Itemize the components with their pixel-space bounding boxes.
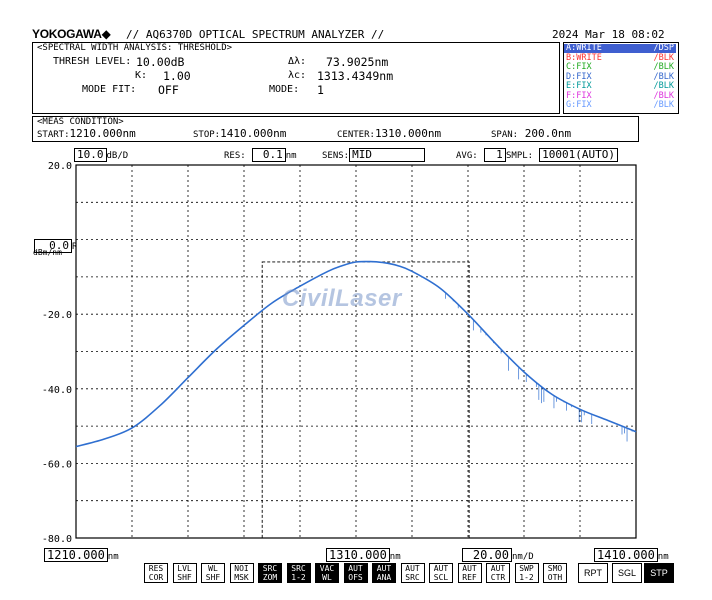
sens-value[interactable]: MID [349, 148, 426, 162]
span-value: 200.0nm [524, 127, 572, 140]
scale-value[interactable]: 10.0 [74, 148, 107, 162]
trace-item[interactable]: F:FIX/BLK [564, 90, 676, 101]
center-lambda-label: λc: [288, 70, 307, 81]
k-label: K: [135, 70, 148, 81]
trace-state: /BLK [653, 52, 674, 63]
softkey-button[interactable]: NOI MSK [229, 563, 254, 583]
sweep-mode-button[interactable]: SGL [612, 563, 642, 583]
delta-lambda-label: Δλ: [288, 56, 307, 67]
mode-label: MODE: [269, 84, 300, 95]
watermark: CivilLaser [282, 285, 402, 312]
brand-logo: YOKOGAWA◆ [32, 27, 111, 41]
softkey-button[interactable]: WL SHF [201, 563, 225, 583]
start-value: 1210.000nm [69, 127, 136, 140]
softkey-button[interactable]: AUT ANA [372, 563, 396, 583]
softkey-button[interactable]: AUT CTR [486, 563, 510, 583]
y-tick-label: -60.0 [42, 459, 72, 470]
softkey-button[interactable]: AUT SRC [400, 563, 425, 583]
trace-state: /DSP [653, 43, 674, 53]
ref-value[interactable]: 0.0 [34, 239, 72, 253]
y-tick-label: -20.0 [42, 310, 72, 321]
trace-state: /BLK [653, 100, 674, 110]
trace-name: C:FIX [566, 62, 592, 72]
trace-name: E:FIX [566, 81, 592, 91]
smpl-label: SMPL: [506, 151, 534, 161]
avg-value[interactable]: 1 [483, 148, 506, 162]
sweep-mode-button[interactable]: RPT [578, 563, 608, 583]
trace-item[interactable]: B:WRITE/BLK [564, 52, 676, 63]
trace-name: A:WRITE [566, 43, 602, 53]
meas-heading: <MEAS CONDITION> [37, 117, 124, 127]
span-label: SPAN: [491, 130, 519, 140]
stop-value: 1410.000nm [220, 127, 287, 140]
center-value: 1310.000nm [374, 127, 442, 140]
trace-state: /BLK [653, 81, 674, 91]
trace-legend: A:WRITE/DSP B:WRITE/BLK C:FIX/BLK D:FIX/BLK… [563, 42, 679, 114]
mode-value: 1 [317, 83, 324, 97]
bottom-stop-value[interactable]: 1410.000 [594, 548, 658, 562]
bottom-stop-unit: nm [657, 552, 669, 562]
y-tick-label: 20.0 [48, 161, 72, 172]
center-label: CENTER: [337, 130, 375, 140]
thresh-label: THRESH LEVEL: [53, 56, 132, 67]
instrument-title: // AQ6370D OPTICAL SPECTRUM ANALYZER // [126, 28, 385, 41]
center-lambda-value: 1313.4349nm [317, 69, 394, 83]
softkey-button[interactable]: VAC WL [315, 563, 339, 583]
threshold-box [261, 261, 470, 539]
settings-row: 10.0 dB/D RES: 0.1 nm SENS: MID AVG: 1 SMPL… [74, 148, 674, 162]
bottom-center-unit: nm [389, 552, 401, 562]
mode-fit-label: MODE FIT: [82, 84, 137, 95]
diamond-icon: ◆ [101, 27, 111, 41]
softkey-button[interactable]: AUT REF [457, 563, 482, 583]
k-value: 1.00 [163, 69, 191, 83]
trace-item[interactable]: C:FIX/BLK [564, 63, 676, 72]
softkey-button[interactable]: LVL SHF [172, 563, 197, 583]
analysis-heading: <SPECTRAL WIDTH ANALYSIS: THRESHOLD> [37, 43, 233, 53]
trace-item[interactable]: D:FIX/BLK [564, 71, 676, 82]
trace-item[interactable]: E:FIX/BLK [564, 82, 676, 91]
trace-name: B:WRITE [566, 52, 602, 63]
res-label: RES: [224, 151, 246, 161]
scale-unit: dB/D [106, 151, 129, 161]
analysis-panel: <SPECTRAL WIDTH ANALYSIS: THRESHOLD> THR… [32, 42, 560, 114]
smpl-value[interactable]: 10001(AUTO) [539, 148, 618, 162]
ref-unit: dBm/nm [33, 248, 62, 257]
trace-state: /BLK [653, 90, 674, 101]
avg-label: AVG: [456, 151, 478, 161]
res-unit: nm [285, 151, 297, 161]
trace-name: F:FIX [566, 90, 592, 101]
bottom-start-unit: nm [107, 552, 119, 562]
trace-name: G:FIX [566, 100, 592, 110]
trace-state: /BLK [653, 71, 674, 82]
mode-fit-value: OFF [158, 83, 179, 97]
softkey-button[interactable]: SRC ZOM [258, 563, 282, 583]
softkey-button[interactable]: AUT SCL [429, 563, 453, 583]
sens-label: SENS: [322, 151, 350, 161]
sweep-mode-button[interactable]: STP [644, 563, 674, 583]
softkey-button[interactable]: SMO OTH [543, 563, 567, 583]
softkey-button[interactable]: SWP 1-2 [514, 563, 539, 583]
bottom-div-unit: nm/D [512, 552, 534, 562]
bottom-center-value[interactable]: 1310.000 [326, 548, 390, 562]
softkey-button[interactable]: SRC 1-2 [286, 563, 311, 583]
trace-item[interactable]: G:FIX/BLK [564, 101, 676, 110]
start-label: START: [37, 130, 70, 140]
trace-name: D:FIX [566, 71, 592, 82]
stop-label: STOP: [193, 130, 221, 140]
softkey-button[interactable]: AUT OFS [343, 563, 368, 583]
trace-item[interactable]: A:WRITE/DSP [564, 44, 676, 53]
y-tick-label: -80.0 [42, 534, 72, 545]
softkey-button[interactable]: RES COR [144, 563, 168, 583]
datetime: 2024 Mar 18 08:02 [552, 28, 665, 41]
bottom-start-value[interactable]: 1210.000 [44, 548, 108, 562]
delta-lambda-value: 73.9025nm [326, 55, 389, 69]
bottom-div-value[interactable]: 20.00 [462, 548, 512, 562]
y-tick-label: -40.0 [42, 385, 72, 396]
meas-condition-panel: <MEAS CONDITION> START:1210.000nm STOP:1… [32, 116, 639, 142]
thresh-value: 10.00dB [136, 55, 185, 69]
res-value[interactable]: 0.1 [251, 148, 286, 162]
trace-state: /BLK [653, 62, 674, 72]
